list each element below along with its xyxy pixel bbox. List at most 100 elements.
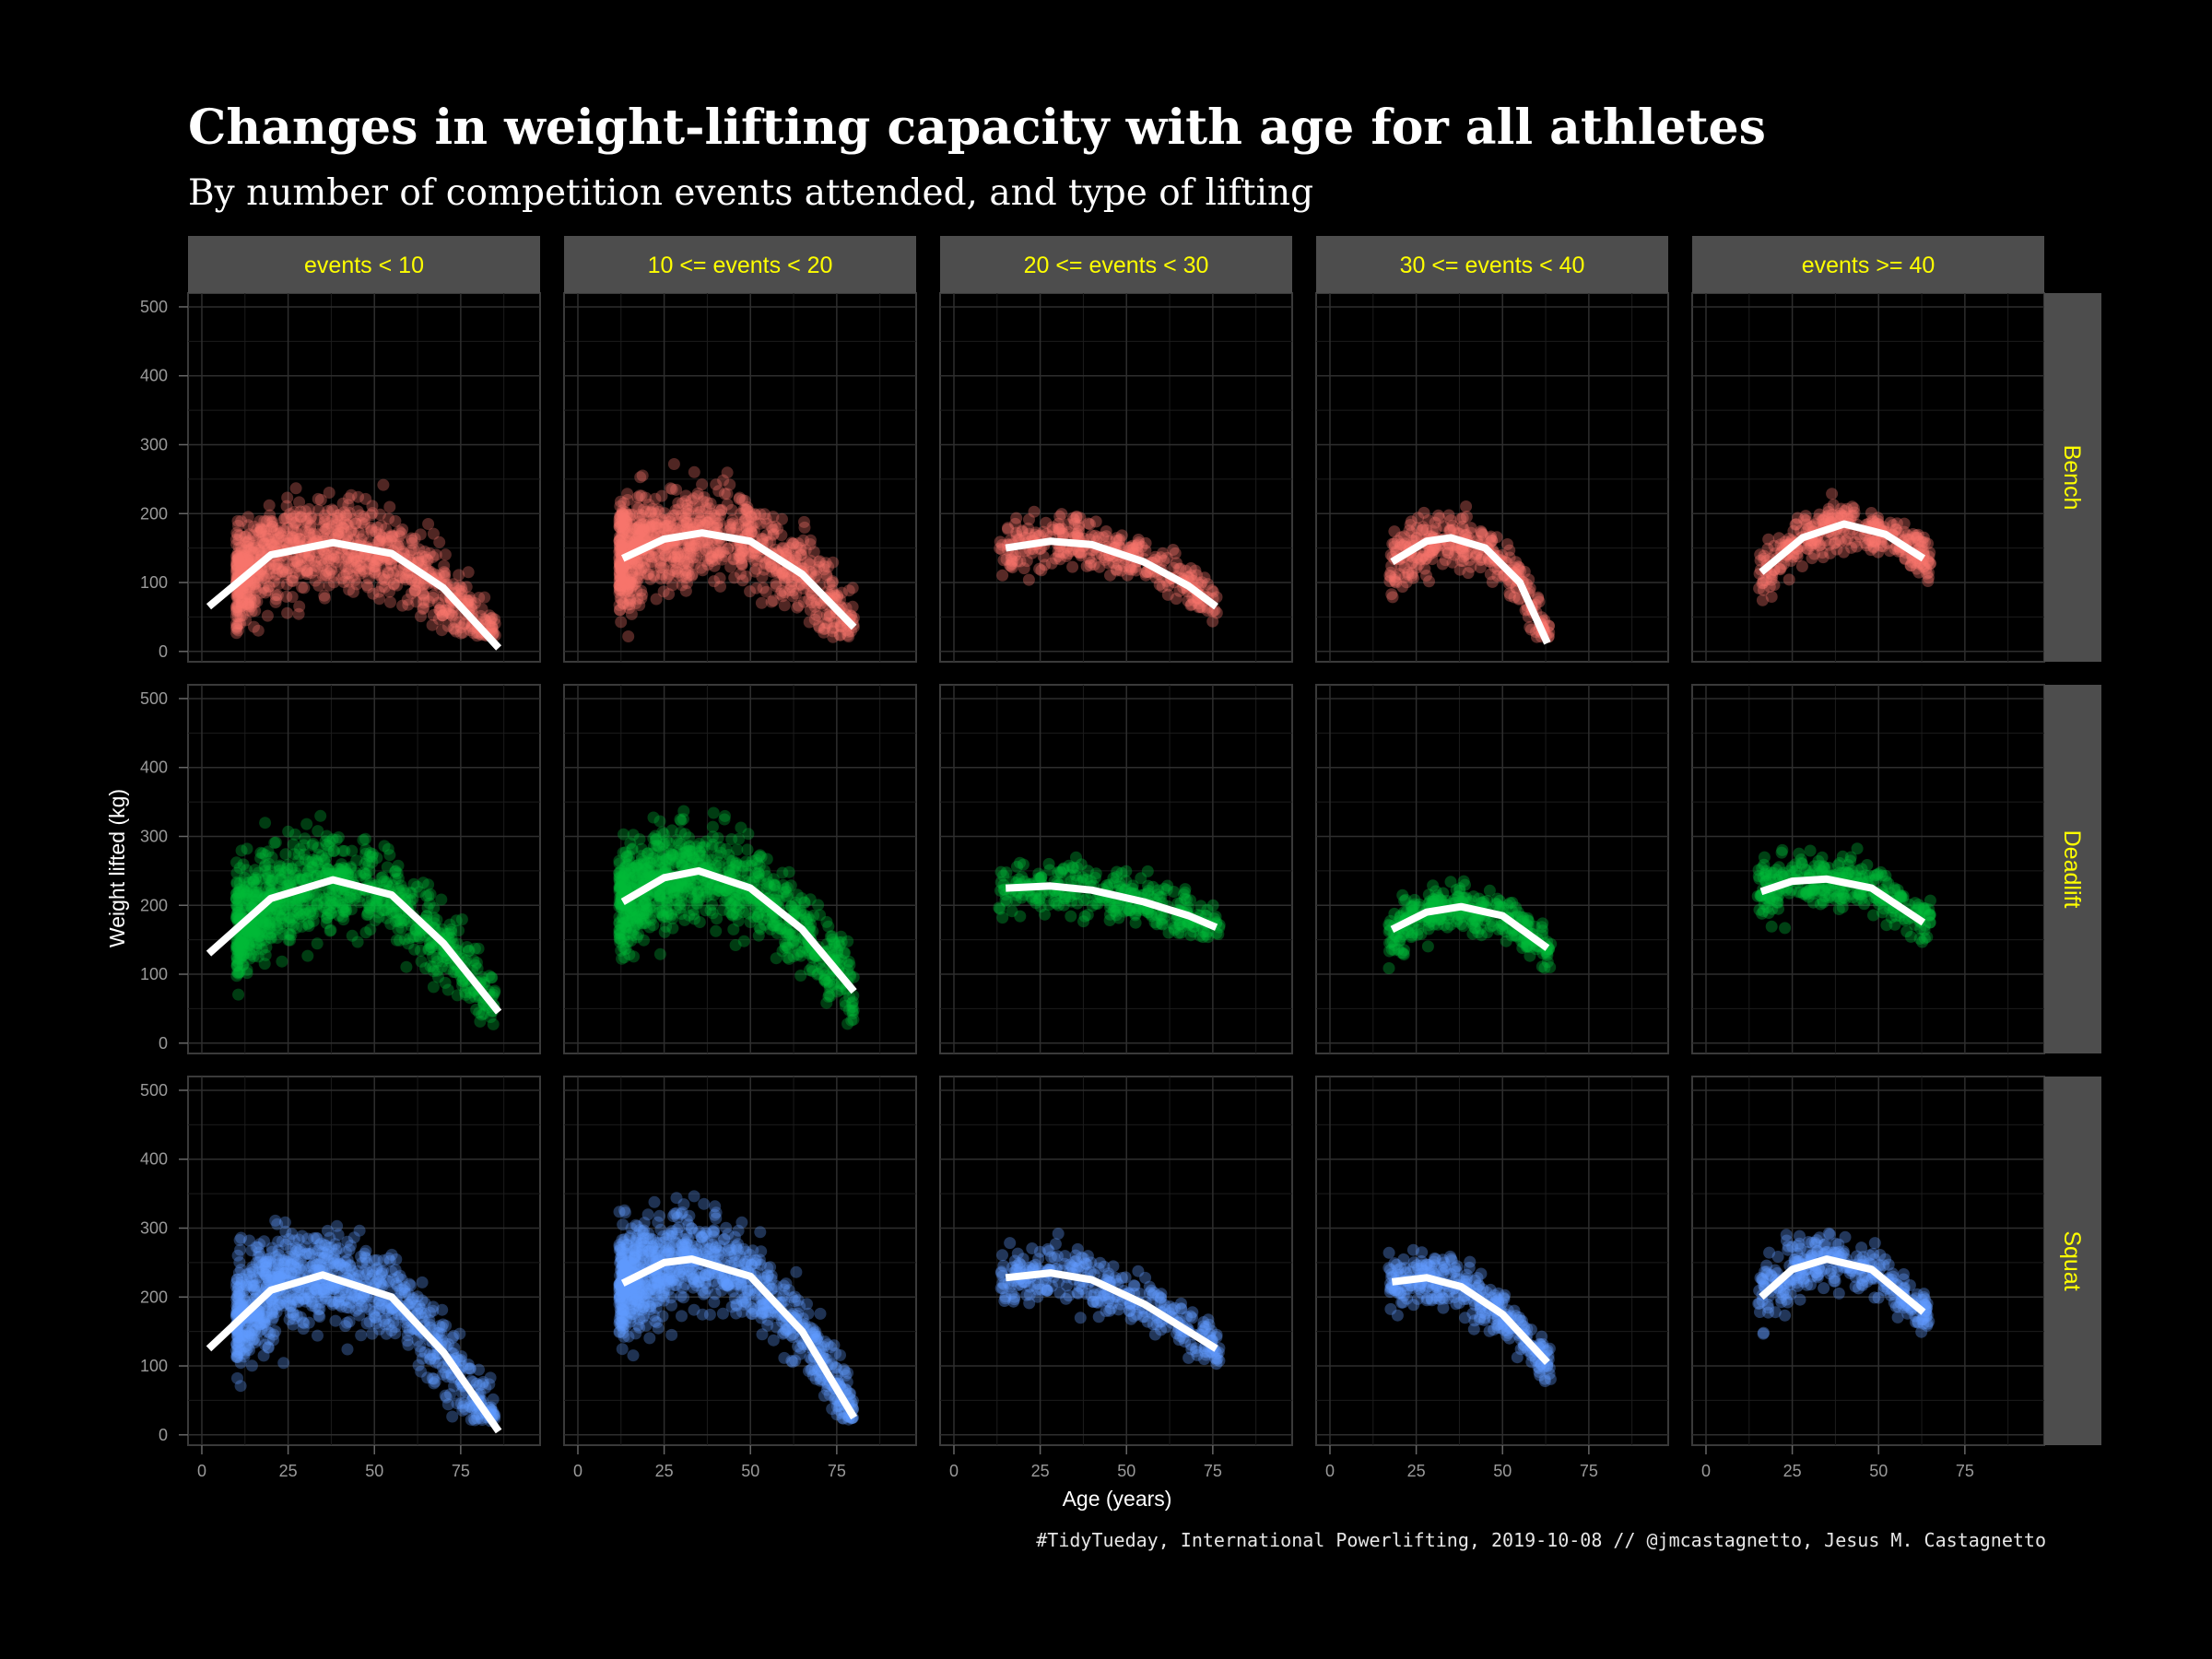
scatter-point [232,519,244,532]
scatter-point [368,560,381,573]
scatter-point [243,554,256,567]
scatter-point [232,534,245,547]
scatter-point [617,596,629,609]
scatter-point [295,524,308,536]
scatter-point [300,564,313,577]
y-tick-label: 200 [140,896,168,914]
scatter-point [253,544,266,557]
scatter-point [231,559,244,572]
scatter-point [358,518,371,531]
scatter-point [241,558,254,571]
scatter-point [377,478,390,491]
scatter-point [331,524,344,537]
scatter-point [439,570,451,582]
scatter-point [354,869,367,882]
scatter-point [285,512,298,525]
panel-background [1691,292,2045,663]
scatter-point [301,553,314,566]
scatter-point [233,585,246,598]
scatter-point [615,616,628,629]
scatter-point [427,527,440,540]
scatter-point [248,573,261,585]
scatter-point [323,516,335,529]
scatter-point [376,580,388,593]
scatter-point [298,848,311,861]
scatter-point [303,528,316,541]
scatter-point [387,567,400,579]
scatter-point [1430,523,1442,535]
scatter-point [372,535,385,548]
scatter-point [617,912,629,924]
scatter-point [1139,544,1152,557]
scatter-point [365,509,378,522]
scatter-point [291,557,304,570]
scatter-point [287,575,300,587]
scatter-point [276,565,289,578]
scatter-point [1772,532,1785,545]
scatter-point [352,490,365,503]
scatter-point [349,517,362,530]
scatter-point [357,529,370,542]
scatter-point [230,559,243,571]
scatter-point [672,553,685,566]
scatter-point [1827,499,1840,512]
scatter-point [371,552,383,565]
y-tick-label: 200 [140,504,168,523]
scatter-point [789,896,802,909]
scatter-point [320,569,332,581]
scatter-point [234,610,247,622]
scatter-point [336,522,349,535]
scatter-point [349,517,362,530]
scatter-point [369,563,382,576]
scatter-point [418,578,430,591]
scatter-point [404,549,416,562]
scatter-point [615,572,628,585]
scatter-point [259,916,272,929]
scatter-point [348,574,361,586]
scatter-point [445,608,457,621]
scatter-point [316,520,329,533]
scatter-point [741,859,754,872]
scatter-point [299,525,312,538]
scatter-point [615,933,628,946]
scatter-point [266,520,279,533]
scatter-point [381,535,394,547]
scatter-point [735,557,748,570]
column-strip-label: events < 10 [304,253,424,278]
scatter-point [339,560,352,573]
scatter-point [249,605,262,618]
scatter-point [331,528,344,541]
scatter-point [418,602,429,614]
scatter-point [420,553,433,566]
scatter-point [229,533,242,546]
scatter-point [309,574,322,587]
scatter-point [696,535,708,548]
scatter-point [265,523,278,535]
scatter-point [277,524,290,537]
scatter-point [359,492,372,505]
scatter-point [262,530,275,543]
scatter-point [419,560,432,573]
panel-bench-30-events-40 [1315,292,1669,663]
scatter-point [342,562,355,575]
scatter-point [1420,570,1432,582]
scatter-point [447,622,460,635]
scatter-point [318,515,331,528]
scatter-point [1456,512,1469,524]
scatter-point [399,573,412,586]
scatter-point [470,957,483,969]
scatter-point [231,549,244,562]
scatter-point [392,914,404,927]
scatter-point [301,949,314,962]
scatter-point [323,567,335,580]
scatter-point [417,587,429,600]
scatter-point [287,555,300,568]
scatter-point [265,516,278,529]
scatter-point [427,608,440,621]
scatter-point [267,575,280,588]
scatter-point [1396,581,1409,594]
scatter-point [320,552,333,565]
scatter-point [776,569,789,582]
scatter-point [258,514,271,527]
